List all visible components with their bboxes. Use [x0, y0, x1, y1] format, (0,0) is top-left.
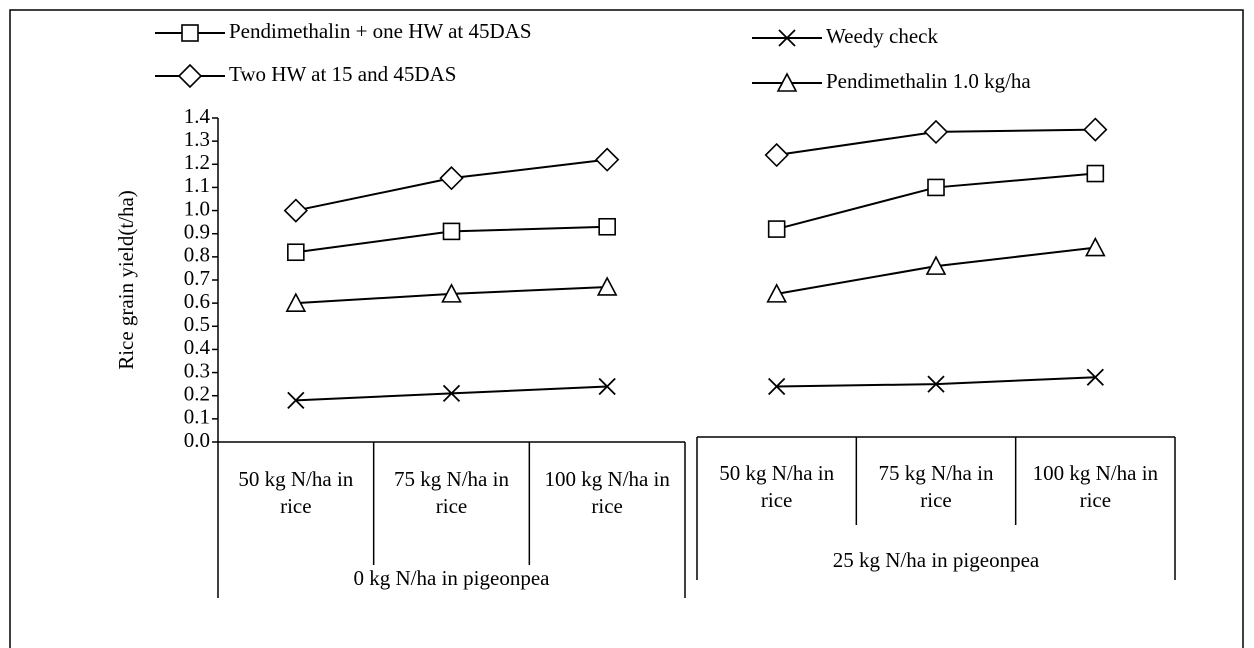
- marker-triangle: [596, 276, 618, 296]
- x-tick-label: 75 kg N/ha in rice: [394, 467, 509, 518]
- marker-square: [598, 217, 616, 236]
- x-tick-label: 75 kg N/ha in rice: [878, 461, 994, 512]
- y-tick-label: 0.6: [184, 289, 210, 313]
- y-tick-label: 0.8: [184, 243, 210, 267]
- x-tick-label: 100 kg N/ha in rice: [544, 467, 670, 518]
- y-tick-label: 0.4: [184, 335, 211, 359]
- y-tick-label: 1.1: [184, 173, 210, 197]
- marker-triangle: [1085, 236, 1106, 257]
- y-tick-label: 0.9: [184, 220, 210, 244]
- marker-triangle: [925, 255, 947, 275]
- marker-diamond: [595, 147, 620, 172]
- marker-triangle: [766, 283, 787, 303]
- y-tick-label: 0.2: [184, 382, 210, 406]
- y-tick-label: 1.2: [184, 150, 210, 174]
- y-tick-label: 0.0: [184, 428, 210, 452]
- marker-square: [287, 243, 305, 262]
- legend-label: Pendimethalin 1.0 kg/ha: [826, 69, 1031, 93]
- marker-square: [442, 222, 461, 241]
- y-tick-label: 0.5: [184, 312, 210, 336]
- marker-x: [927, 375, 945, 393]
- y-axis-label: Rice grain yield(t/ha): [114, 190, 138, 370]
- marker-square: [767, 220, 786, 238]
- y-tick-label: 0.1: [184, 405, 210, 429]
- y-tick-label: 0.3: [184, 358, 210, 382]
- marker-x: [598, 377, 616, 396]
- marker-diamond: [283, 198, 308, 223]
- x-tick-label: 50 kg N/ha in rice: [719, 461, 835, 512]
- marker-x: [1086, 368, 1104, 386]
- marker-triangle: [441, 283, 462, 303]
- marker-diamond: [439, 166, 464, 191]
- y-tick-label: 0.7: [184, 266, 210, 290]
- legend-label: Pendimethalin + one HW at 45DAS: [229, 19, 532, 43]
- y-tick-label: 1.4: [184, 104, 211, 128]
- marker-square: [181, 24, 199, 42]
- x-tick-label: 50 kg N/ha in rice: [238, 467, 354, 518]
- marker-x: [287, 391, 305, 409]
- marker-x: [778, 29, 796, 47]
- group-label: 0 kg N/ha in pigeonpea: [353, 566, 550, 590]
- marker-x: [442, 384, 461, 403]
- marker-diamond: [1083, 117, 1108, 142]
- marker-square: [1086, 164, 1105, 183]
- marker-diamond: [923, 119, 949, 145]
- legend-label: Two HW at 15 and 45DAS: [229, 62, 456, 86]
- marker-diamond: [177, 63, 203, 89]
- marker-square: [927, 178, 945, 197]
- frame: [9, 9, 1244, 648]
- x-tick-label: 100 kg N/ha in rice: [1032, 461, 1159, 512]
- marker-diamond: [764, 142, 789, 168]
- y-tick-label: 1.0: [184, 196, 210, 220]
- marker-triangle: [776, 72, 798, 92]
- legend-label: Weedy check: [826, 24, 938, 48]
- y-tick-label: 1.3: [184, 127, 210, 151]
- marker-triangle: [285, 292, 307, 312]
- group-label: 25 kg N/ha in pigeonpea: [832, 548, 1040, 572]
- marker-x: [768, 377, 786, 396]
